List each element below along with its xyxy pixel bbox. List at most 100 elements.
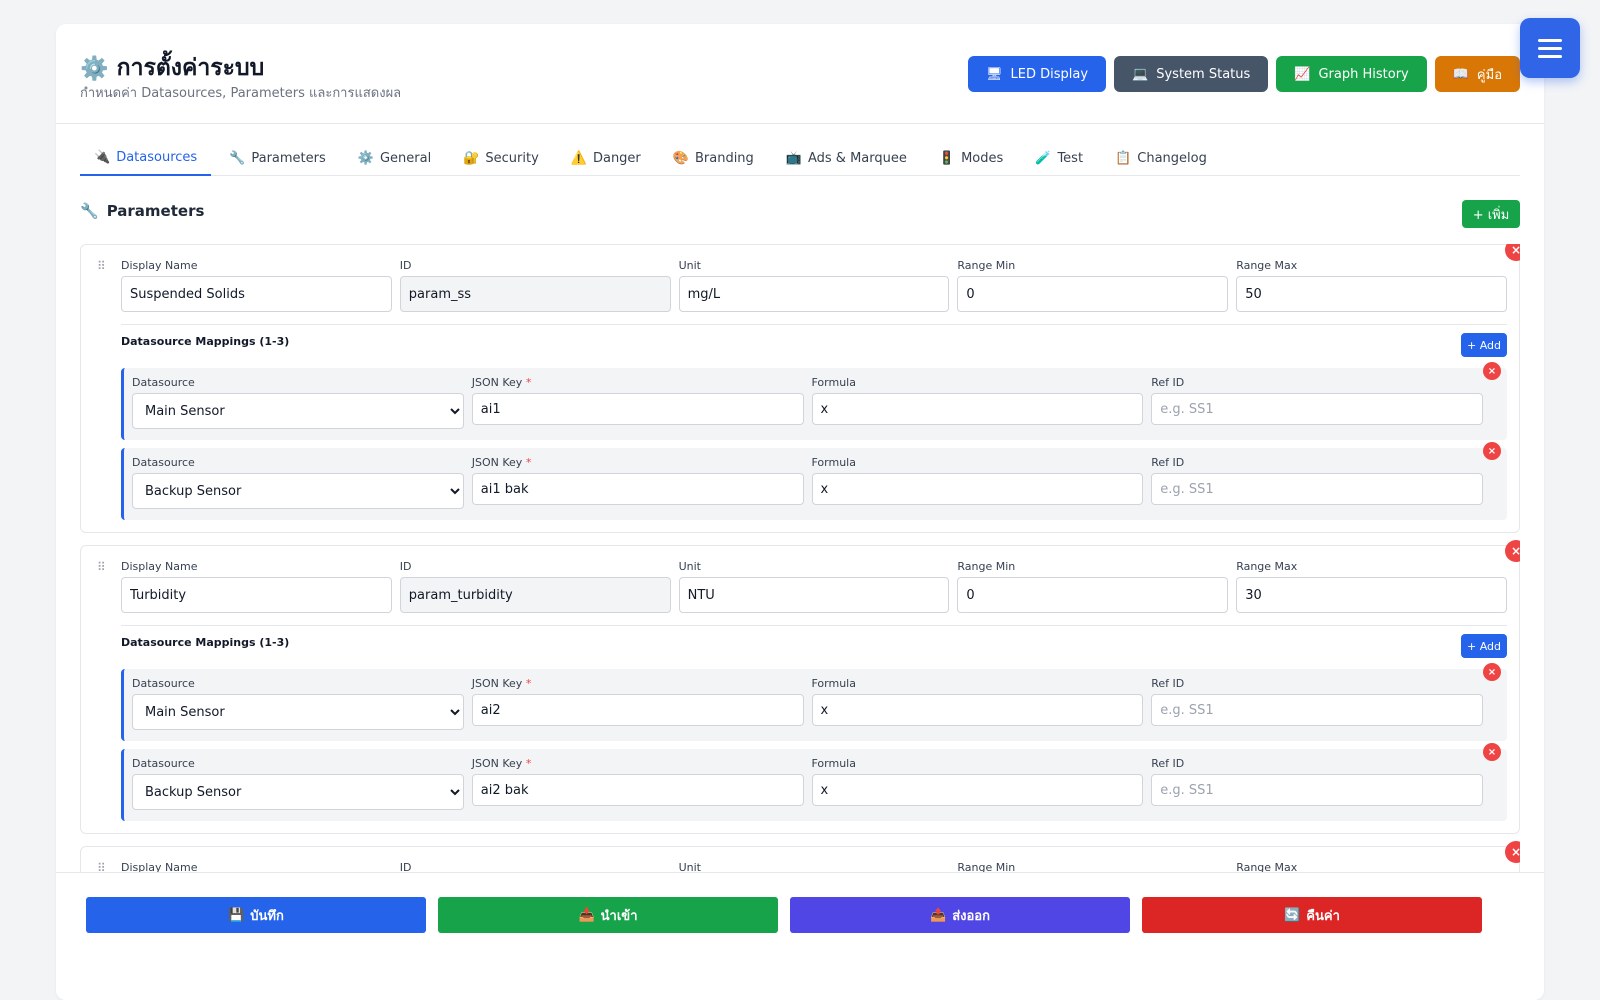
delete-parameter-button[interactable]: × xyxy=(1505,540,1520,562)
tab-general[interactable]: ⚙️ General xyxy=(357,150,432,166)
field-label: ID xyxy=(399,861,412,874)
chart-icon: 📈 xyxy=(1294,66,1311,82)
delete-parameter-button[interactable]: × xyxy=(1505,244,1520,261)
delete-mapping-button[interactable]: × xyxy=(1483,743,1501,761)
lock-icon: 🔐 xyxy=(463,150,480,166)
field-label: JSON Key * xyxy=(471,757,532,770)
json-key-input[interactable] xyxy=(471,473,804,505)
ref-id-input[interactable] xyxy=(1151,694,1483,726)
settings-card: ⚙️ การตั้งค่าระบบ กำหนดค่า Datasources, … xyxy=(56,24,1544,1000)
range-max-input[interactable] xyxy=(1236,577,1507,613)
datasource-select[interactable]: Main SensorBackup Sensor xyxy=(132,393,464,429)
json-key-input[interactable] xyxy=(471,774,804,806)
mappings-header: Datasource Mappings (1-3) + Add xyxy=(121,625,1507,661)
gear-icon: ⚙️ xyxy=(80,55,109,82)
id-input[interactable] xyxy=(399,276,671,312)
ref-id-input[interactable] xyxy=(1151,473,1483,505)
save-button[interactable]: 💾 บันทึก xyxy=(86,897,426,933)
import-button[interactable]: 📥 นำเข้า xyxy=(438,897,778,933)
delete-mapping-button[interactable]: × xyxy=(1483,442,1501,460)
drag-handle-icon[interactable]: ⠿ xyxy=(97,259,106,273)
display-name-input[interactable] xyxy=(121,577,392,613)
id-input[interactable] xyxy=(399,577,671,613)
add-mapping-button[interactable]: + Add xyxy=(1461,634,1507,658)
footer-bar: 💾 บันทึก 📥 นำเข้า 📤 ส่งออก 🔄 คืนค่า xyxy=(56,872,1544,1000)
display-name-input[interactable] xyxy=(121,276,392,312)
tab-parameters[interactable]: 🔧 Parameters xyxy=(229,150,326,166)
formula-input[interactable] xyxy=(811,774,1144,806)
range-min-input[interactable] xyxy=(957,276,1229,312)
field-label: Range Min xyxy=(957,259,1016,272)
field-label: Ref ID xyxy=(1151,677,1185,690)
drag-handle-icon[interactable]: ⠿ xyxy=(97,861,106,875)
tab-datasources[interactable]: 🔌 Datasources xyxy=(80,140,212,176)
mapping-row: × Datasource Main SensorBackup Sensor JSON … xyxy=(121,663,1507,741)
reset-button[interactable]: 🔄 คืนค่า xyxy=(1142,897,1482,933)
ref-id-input[interactable] xyxy=(1151,393,1483,425)
unit-input[interactable] xyxy=(678,276,950,312)
formula-input[interactable] xyxy=(811,473,1144,505)
header-button-graph-history[interactable]: 📈 Graph History xyxy=(1276,56,1427,92)
delete-mapping-button[interactable]: × xyxy=(1483,362,1501,380)
add-parameter-button[interactable]: + เพิ่ม xyxy=(1462,200,1520,228)
parameter-card: ⠿ × Display Name ID Unit Range Min Range Max Da… xyxy=(80,540,1520,834)
section-title: 🔧 Parameters xyxy=(80,202,205,220)
hamburger-line xyxy=(1538,46,1562,50)
ref-id-input[interactable] xyxy=(1151,774,1483,806)
tab-security[interactable]: 🔐 Security xyxy=(463,150,539,166)
datasource-select[interactable]: Main SensorBackup Sensor xyxy=(132,694,464,730)
field-label: Datasource xyxy=(132,757,195,770)
tab-danger[interactable]: ⚠️ Danger xyxy=(570,150,641,166)
field-label: Range Max xyxy=(1236,259,1298,272)
field-label: Datasource xyxy=(132,376,195,389)
gear-icon: ⚙️ xyxy=(357,150,374,166)
json-key-input[interactable] xyxy=(471,694,804,726)
field-label: Formula xyxy=(811,376,856,389)
required-mark: * xyxy=(525,757,532,770)
reset-icon: 🔄 xyxy=(1284,907,1301,923)
tab-test[interactable]: 🧪 Test xyxy=(1035,150,1084,166)
required-mark: * xyxy=(525,376,532,389)
tab-ads-marquee[interactable]: 📺 Ads & Marquee xyxy=(785,150,907,166)
palette-icon: 🎨 xyxy=(672,150,689,166)
export-button[interactable]: 📤 ส่งออก xyxy=(790,897,1130,933)
header-button-system-status[interactable]: 💻 System Status xyxy=(1114,56,1269,92)
computer-icon: 💻 xyxy=(1132,66,1149,82)
required-mark: * xyxy=(525,677,532,690)
tab-changelog[interactable]: 📋 Changelog xyxy=(1115,150,1207,166)
field-label: Ref ID xyxy=(1151,376,1185,389)
field-label: Range Max xyxy=(1236,560,1298,573)
parameter-list: ⠿ × Display Name ID Unit Range Min Range Max Da… xyxy=(80,244,1520,914)
add-mapping-button[interactable]: + Add xyxy=(1461,333,1507,357)
menu-button[interactable] xyxy=(1520,18,1580,78)
tab-modes[interactable]: 🚦 Modes xyxy=(938,150,1004,166)
page-subtitle: กำหนดค่า Datasources, Parameters และการแ… xyxy=(80,86,402,101)
drag-handle-icon[interactable]: ⠿ xyxy=(97,560,106,574)
range-max-input[interactable] xyxy=(1236,276,1507,312)
header-button-manual[interactable]: 📖 คู่มือ xyxy=(1434,56,1520,92)
delete-parameter-button[interactable]: × xyxy=(1505,841,1520,863)
clipboard-icon: 📋 xyxy=(1115,150,1132,166)
floppy-icon: 💾 xyxy=(228,907,245,923)
footer-buttons: 💾 บันทึก 📥 นำเข้า 📤 ส่งออก 🔄 คืนค่า xyxy=(86,897,1482,933)
datasource-select[interactable]: Main SensorBackup Sensor xyxy=(132,774,464,810)
field-label: JSON Key * xyxy=(471,456,532,469)
export-icon: 📤 xyxy=(930,907,947,923)
test-tube-icon: 🧪 xyxy=(1035,150,1052,166)
json-key-input[interactable] xyxy=(471,393,804,425)
range-min-input[interactable] xyxy=(957,577,1229,613)
header-button-led-display[interactable]: 🖥 LED Display xyxy=(968,56,1107,92)
unit-input[interactable] xyxy=(678,577,950,613)
field-label: Formula xyxy=(811,757,856,770)
formula-input[interactable] xyxy=(811,694,1144,726)
field-label: Unit xyxy=(678,861,701,874)
field-label: ID xyxy=(399,560,412,573)
page-header: ⚙️ การตั้งค่าระบบ กำหนดค่า Datasources, … xyxy=(56,24,1544,124)
field-label: Formula xyxy=(811,677,856,690)
delete-mapping-button[interactable]: × xyxy=(1483,663,1501,681)
field-label: Range Min xyxy=(957,861,1016,874)
formula-input[interactable] xyxy=(811,393,1144,425)
datasource-select[interactable]: Main SensorBackup Sensor xyxy=(132,473,464,509)
tab-branding[interactable]: 🎨 Branding xyxy=(672,150,754,166)
mapping-row: × Datasource Main SensorBackup Sensor JSON … xyxy=(121,442,1507,520)
